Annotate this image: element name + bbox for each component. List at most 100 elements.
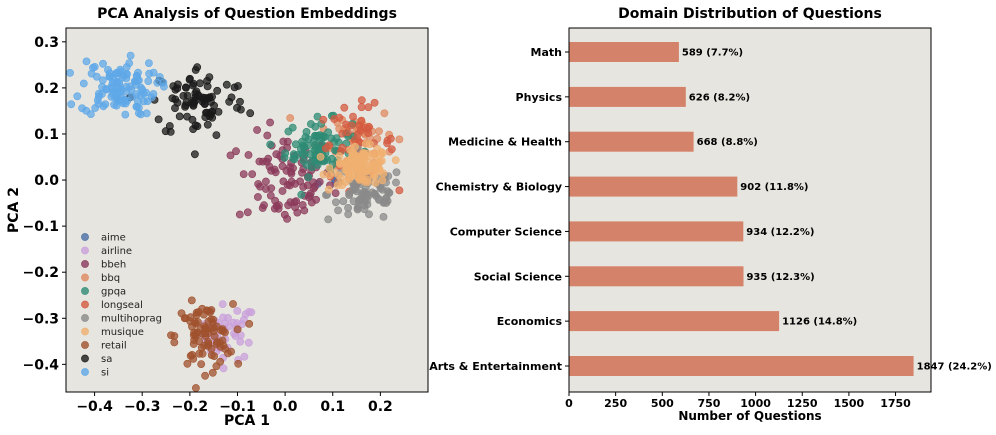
category-label: Medicine & Health xyxy=(448,136,562,149)
point-bbq xyxy=(395,135,404,144)
pca-y-tick-label: 0.3 xyxy=(34,35,59,51)
point-sa xyxy=(189,96,198,105)
point-bbeh xyxy=(232,147,240,156)
point-retail xyxy=(207,351,216,359)
legend-marker-multihoprag xyxy=(81,314,89,322)
point-sa xyxy=(205,93,214,102)
point-sa xyxy=(203,120,212,129)
point-bbeh xyxy=(298,201,307,209)
point-bbeh xyxy=(248,170,257,178)
bar xyxy=(569,311,780,332)
point-sa xyxy=(246,109,255,118)
point-multihoprag xyxy=(334,206,342,215)
point-si xyxy=(82,57,91,66)
point-retail xyxy=(191,319,200,328)
legend-marker-bbeh xyxy=(81,260,89,268)
legend-label-bbeh: bbeh xyxy=(101,260,126,271)
point-bbeh xyxy=(226,151,235,160)
point-multihoprag xyxy=(324,215,333,224)
pca-y-tick-label: −0.4 xyxy=(22,357,59,373)
bar-value-label: 1847 (24.2%) xyxy=(917,362,992,373)
point-musique xyxy=(364,152,372,160)
point-airline xyxy=(233,306,242,315)
legend-label-airline: airline xyxy=(101,246,132,257)
point-si xyxy=(126,51,135,60)
domain-bars: 589 (7.7%) 626 (8.2%) 668 (8.8%) 902 (11.8%… xyxy=(569,42,992,376)
point-bbeh xyxy=(243,208,252,217)
legend-label-longseal: longseal xyxy=(101,300,143,311)
point-musique xyxy=(346,156,355,164)
point-si xyxy=(142,109,151,118)
point-bbeh xyxy=(256,182,264,191)
point-bbeh xyxy=(279,177,288,186)
pca-points xyxy=(66,51,404,392)
point-bbeh xyxy=(284,201,292,210)
point-musique xyxy=(363,166,371,175)
point-musique xyxy=(316,152,325,161)
point-sa xyxy=(230,83,239,92)
point-si xyxy=(132,80,140,89)
point-retail xyxy=(201,329,209,338)
pca-y-tick-label: −0.1 xyxy=(22,219,59,235)
point-musique xyxy=(335,152,344,160)
point-bbeh xyxy=(279,137,288,146)
legend-label-gpqa: gpqa xyxy=(101,287,126,298)
point-musique xyxy=(363,178,372,187)
point-gpqa xyxy=(281,149,290,157)
point-gpqa xyxy=(311,122,320,131)
category-label: Math xyxy=(531,46,562,59)
point-multihoprag xyxy=(355,195,364,204)
point-bbeh xyxy=(244,151,253,159)
pca-x-tick-label: 0.1 xyxy=(320,399,345,415)
point-bbeh xyxy=(239,170,248,178)
point-airline xyxy=(219,364,228,373)
point-si xyxy=(105,72,114,81)
point-bbeh xyxy=(312,195,320,204)
point-retail xyxy=(212,362,221,371)
point-bbeh xyxy=(261,177,270,186)
bar-value-label: 668 (8.8%) xyxy=(697,137,758,148)
point-retail xyxy=(208,368,217,377)
bar xyxy=(569,42,679,62)
point-bbeh xyxy=(283,214,291,223)
point-bbeh xyxy=(260,201,268,210)
series-retail xyxy=(167,296,254,392)
series-musique xyxy=(316,139,400,194)
point-retail xyxy=(186,351,195,360)
point-si xyxy=(144,59,153,67)
point-musique xyxy=(330,168,339,177)
point-sa xyxy=(196,79,204,88)
legend-label-bbq: bbq xyxy=(101,273,120,284)
point-bbeh xyxy=(267,166,276,175)
bar-value-label: 1126 (14.8%) xyxy=(782,317,857,328)
domain-y-ticks: Math Physics Medicine & Health Chemistry & … xyxy=(429,46,569,373)
point-gpqa xyxy=(298,137,306,146)
point-multihoprag xyxy=(392,178,400,187)
point-musique xyxy=(347,172,356,180)
point-airline xyxy=(229,318,238,327)
bar xyxy=(569,356,914,376)
point-musique xyxy=(391,156,400,164)
point-gpqa xyxy=(296,144,305,153)
pca-chart-title: PCA Analysis of Question Embeddings xyxy=(97,6,397,22)
point-longseal xyxy=(349,112,357,121)
point-si xyxy=(127,85,136,94)
domain-chart: Domain Distribution of Questions 589 (7.… xyxy=(429,6,992,423)
point-si xyxy=(87,110,95,118)
point-multihoprag xyxy=(379,212,388,221)
point-si xyxy=(73,92,82,101)
pca-y-tick-label: 0.0 xyxy=(34,173,59,189)
point-bbeh xyxy=(263,131,272,140)
point-sa xyxy=(213,86,222,95)
legend-label-retail: retail xyxy=(101,341,127,352)
point-bbeh xyxy=(331,189,340,197)
point-multihoprag xyxy=(374,194,383,203)
point-sa xyxy=(181,83,190,92)
point-gpqa xyxy=(310,137,318,146)
point-bbeh xyxy=(292,197,300,206)
point-sa xyxy=(166,127,175,136)
point-sa xyxy=(233,104,241,112)
point-multihoprag xyxy=(331,198,340,207)
point-sa xyxy=(182,98,191,106)
